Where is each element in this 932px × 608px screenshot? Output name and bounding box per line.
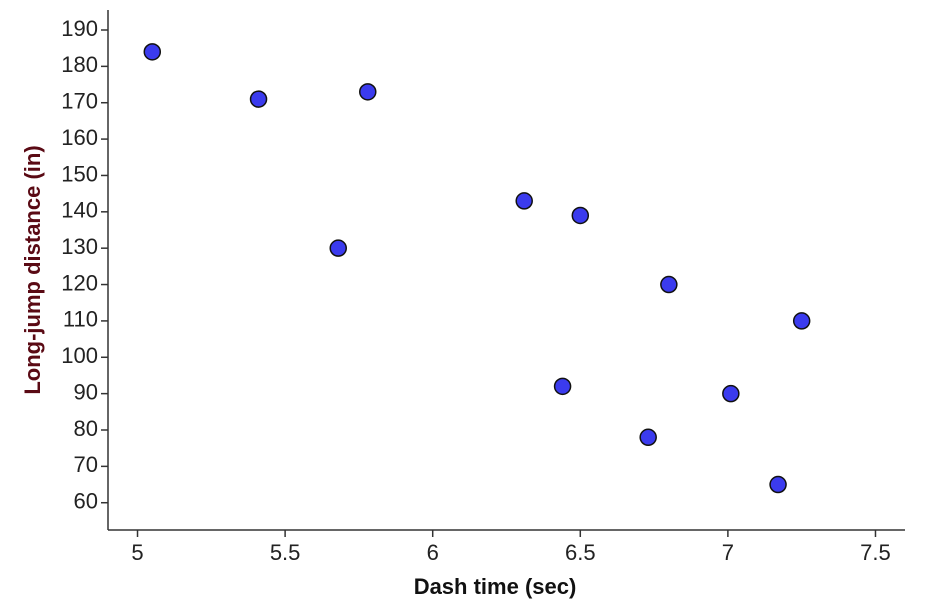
point: [792, 312, 811, 330]
y-tick-label: 100: [61, 343, 98, 368]
point: [639, 428, 657, 447]
y-axis-label: Long-jump distance (in): [20, 145, 45, 394]
x-axis-label: Dash time (sec): [414, 574, 577, 599]
point: [359, 83, 377, 101]
point: [249, 90, 268, 108]
point: [553, 377, 572, 396]
y-tick-label: 180: [61, 52, 98, 77]
point: [660, 275, 678, 294]
y-tick-label: 150: [61, 161, 98, 186]
point: [571, 206, 590, 225]
y-tick-label: 60: [74, 489, 98, 514]
y-tick-label: 120: [61, 270, 98, 295]
x-tick-label: 7.5: [860, 540, 891, 565]
y-tick-label: 90: [74, 379, 98, 404]
point: [515, 192, 533, 210]
y-tick-label: 70: [74, 452, 98, 477]
x-tick-label: 6: [427, 540, 439, 565]
y-tick-label: 190: [61, 16, 98, 41]
y-tick-label: 80: [74, 416, 98, 441]
x-tick-label: 5.5: [270, 540, 301, 565]
y-tick-label: 140: [61, 198, 98, 223]
y-tick-label: 110: [63, 307, 98, 332]
x-tick-label: 6.5: [565, 540, 596, 565]
point: [329, 239, 347, 257]
point: [143, 43, 162, 61]
point: [722, 384, 740, 403]
y-tick-label: 130: [61, 234, 98, 259]
x-tick-label: 5: [131, 540, 143, 565]
y-tick-label: 170: [61, 89, 98, 114]
point: [769, 475, 787, 494]
y-tick-label: 160: [61, 125, 98, 150]
x-tick-label: 7: [722, 540, 734, 565]
